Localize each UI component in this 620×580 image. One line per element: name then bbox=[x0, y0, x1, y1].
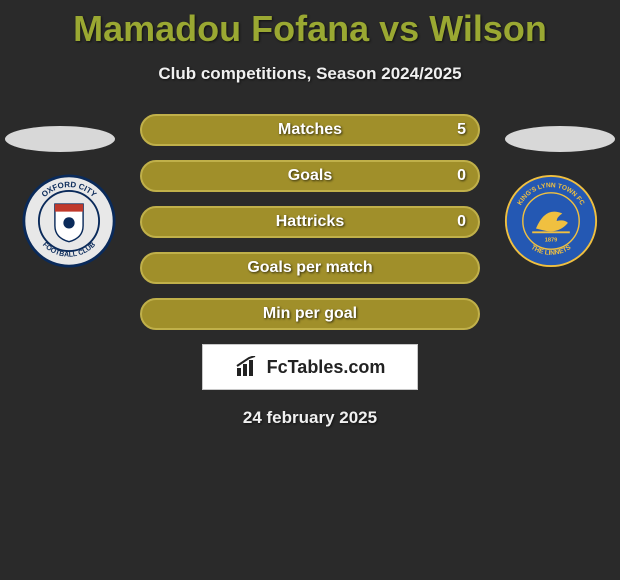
club-badge-left: OXFORD CITY FOOTBALL CLUB bbox=[22, 174, 116, 268]
stat-label: Matches bbox=[278, 121, 342, 139]
page-title: Mamadou Fofana vs Wilson bbox=[0, 0, 620, 50]
stat-bar-min-per-goal: Min per goal bbox=[140, 298, 480, 330]
date-text: 24 february 2025 bbox=[0, 408, 620, 428]
brand-box[interactable]: FcTables.com bbox=[202, 344, 418, 390]
svg-text:1879: 1879 bbox=[545, 238, 558, 244]
club-badge-right: KING'S LYNN TOWN FC THE LINNETS 1879 bbox=[504, 174, 598, 268]
stat-bar-goals-per-match: Goals per match bbox=[140, 252, 480, 284]
player-ellipse-left bbox=[5, 126, 115, 152]
stat-right-value: 0 bbox=[457, 213, 466, 231]
stat-bar-hattricks: Hattricks 0 bbox=[140, 206, 480, 238]
stat-label: Goals per match bbox=[247, 259, 372, 277]
stat-right-value: 5 bbox=[457, 121, 466, 139]
kings-lynn-badge-icon: KING'S LYNN TOWN FC THE LINNETS 1879 bbox=[504, 174, 598, 268]
stat-bar-matches: Matches 5 bbox=[140, 114, 480, 146]
stat-label: Hattricks bbox=[276, 213, 344, 231]
chart-icon bbox=[235, 356, 261, 378]
brand-text: FcTables.com bbox=[267, 357, 386, 378]
stat-bar-goals: Goals 0 bbox=[140, 160, 480, 192]
stats-container: Matches 5 Goals 0 Hattricks 0 Goals per … bbox=[140, 114, 480, 330]
oxford-city-badge-icon: OXFORD CITY FOOTBALL CLUB bbox=[22, 174, 116, 268]
stat-right-value: 0 bbox=[457, 167, 466, 185]
stat-label: Min per goal bbox=[263, 305, 357, 323]
page-subtitle: Club competitions, Season 2024/2025 bbox=[0, 64, 620, 84]
stat-label: Goals bbox=[288, 167, 332, 185]
player-ellipse-right bbox=[505, 126, 615, 152]
